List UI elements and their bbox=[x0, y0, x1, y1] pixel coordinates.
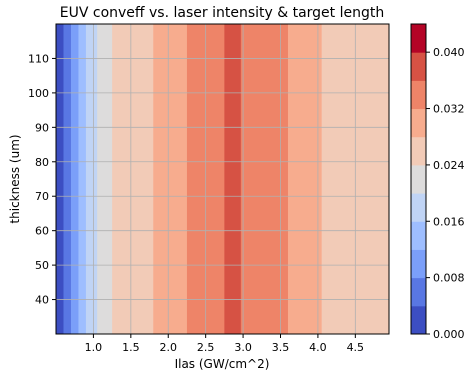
y-tick-label: 80 bbox=[35, 156, 49, 169]
x-tick-label: 3.0 bbox=[234, 341, 252, 354]
y-tick-label: 100 bbox=[28, 87, 49, 100]
colorbar-swatch bbox=[411, 108, 426, 138]
plot-frame bbox=[55, 23, 390, 335]
colorbar-swatch bbox=[411, 305, 426, 335]
y-axis-label: thickness (um) bbox=[8, 134, 22, 223]
x-tick-label: 3.5 bbox=[272, 341, 290, 354]
x-tick-label: 2.0 bbox=[159, 341, 177, 354]
colorbar-swatch bbox=[411, 221, 426, 250]
colorbar-tick-label: 0.032 bbox=[433, 103, 465, 116]
colorbar-swatch bbox=[411, 52, 426, 81]
colorbar bbox=[410, 23, 427, 335]
contour-band bbox=[347, 24, 390, 334]
x-tick-label: 1.5 bbox=[122, 341, 140, 354]
colorbar-swatch bbox=[411, 24, 426, 53]
y-axis-ticks: 40 50 60 70 80 90 100 110 bbox=[28, 52, 56, 307]
x-tick-label: 2.5 bbox=[197, 341, 215, 354]
colorbar-frame bbox=[410, 23, 427, 335]
contour-band bbox=[63, 24, 72, 334]
x-tick-label: 4.0 bbox=[309, 341, 327, 354]
y-tick-label: 60 bbox=[35, 225, 49, 238]
contour-band bbox=[97, 24, 113, 334]
contour-band bbox=[287, 24, 323, 334]
colorbar-swatch bbox=[411, 164, 426, 194]
plot-area bbox=[56, 24, 390, 334]
colorbar-tick-label: 0.040 bbox=[433, 46, 465, 59]
colorbar-ticks: 0.000 0.008 0.016 0.024 0.032 0.040 bbox=[426, 46, 465, 341]
x-tick-label: 1.0 bbox=[85, 341, 103, 354]
contour-band bbox=[321, 24, 349, 334]
grid-lines bbox=[56, 24, 389, 334]
y-tick-label: 90 bbox=[35, 121, 49, 134]
colorbar-tick-label: 0.000 bbox=[433, 328, 465, 341]
x-axis-label: Ilas (GW/cm^2) bbox=[175, 357, 270, 371]
contour-band bbox=[112, 24, 154, 334]
contour-band bbox=[240, 24, 289, 334]
contour-band bbox=[85, 24, 98, 334]
y-tick-label: 70 bbox=[35, 190, 49, 203]
colorbar-swatch bbox=[411, 249, 426, 279]
colorbar-swatch bbox=[411, 80, 426, 110]
chart-title: EUV conveff vs. laser intensity & target… bbox=[60, 5, 384, 21]
y-tick-label: 40 bbox=[35, 294, 49, 307]
x-tick-label: 4.5 bbox=[347, 341, 365, 354]
colorbar-tick-label: 0.024 bbox=[433, 159, 465, 172]
colorbar-tick-label: 0.008 bbox=[433, 272, 465, 285]
colorbar-swatch bbox=[411, 193, 426, 222]
colorbar-tick-label: 0.016 bbox=[433, 215, 465, 228]
colorbar-swatch bbox=[411, 136, 426, 166]
y-tick-label: 50 bbox=[35, 259, 49, 272]
colorbar-swatch bbox=[411, 277, 426, 307]
contour-band bbox=[78, 24, 87, 334]
x-axis-ticks: 1.0 1.5 2.0 2.5 3.0 3.5 4.0 4.5 bbox=[85, 334, 364, 354]
contour-band bbox=[56, 24, 64, 334]
contour-band bbox=[153, 24, 188, 334]
contour-band bbox=[224, 24, 242, 334]
y-tick-label: 110 bbox=[28, 52, 49, 65]
contour-band bbox=[70, 24, 79, 334]
